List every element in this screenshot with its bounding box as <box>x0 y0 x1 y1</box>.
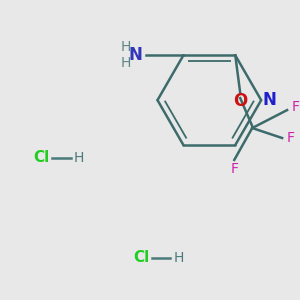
Text: Cl: Cl <box>34 151 50 166</box>
Text: F: F <box>292 100 300 114</box>
Text: F: F <box>230 162 238 176</box>
Text: H: H <box>74 151 84 165</box>
Text: N: N <box>129 46 142 64</box>
Text: O: O <box>233 92 247 110</box>
Text: H: H <box>120 40 131 54</box>
Text: F: F <box>287 131 295 145</box>
Text: H: H <box>120 56 131 70</box>
Text: N: N <box>262 91 276 109</box>
Text: H: H <box>173 251 184 265</box>
Text: Cl: Cl <box>134 250 150 265</box>
